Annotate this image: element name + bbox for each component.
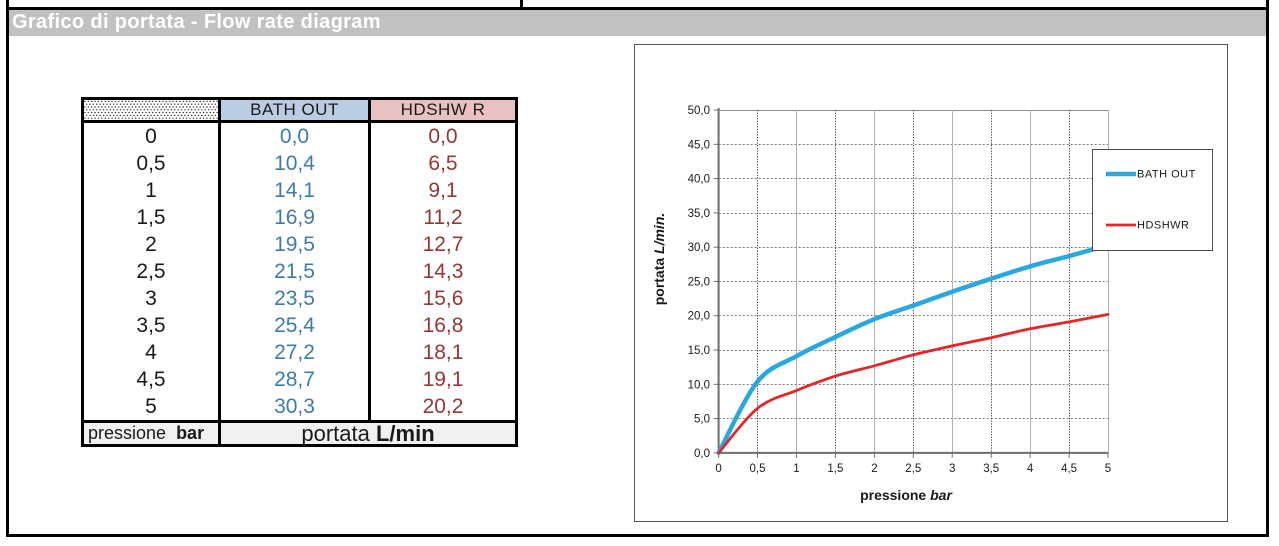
svg-text:30,0: 30,0	[688, 242, 710, 254]
svg-text:50,0: 50,0	[688, 105, 710, 117]
svg-text:portata L/min.: portata L/min.	[651, 213, 667, 306]
svg-text:1,5: 1,5	[827, 463, 843, 475]
svg-text:15,0: 15,0	[688, 345, 710, 357]
svg-text:2,5: 2,5	[905, 463, 921, 475]
svg-text:0: 0	[715, 463, 721, 475]
svg-text:5,0: 5,0	[694, 414, 710, 426]
svg-text:HDSHWR: HDSHWR	[1137, 220, 1190, 232]
svg-text:25,0: 25,0	[688, 276, 710, 288]
svg-text:5: 5	[1105, 463, 1111, 475]
svg-text:4,5: 4,5	[1061, 463, 1077, 475]
svg-text:10,0: 10,0	[688, 379, 710, 391]
svg-text:40,0: 40,0	[688, 174, 710, 186]
svg-text:35,0: 35,0	[688, 208, 710, 220]
svg-text:3: 3	[949, 463, 955, 475]
svg-text:0,5: 0,5	[750, 463, 766, 475]
svg-text:1: 1	[793, 463, 799, 475]
svg-text:2: 2	[871, 463, 877, 475]
svg-text:BATH OUT: BATH OUT	[1137, 169, 1196, 181]
svg-text:4: 4	[1027, 463, 1034, 475]
svg-text:pressione bar: pressione bar	[860, 487, 953, 503]
svg-text:0,0: 0,0	[694, 448, 710, 460]
svg-text:20,0: 20,0	[688, 311, 710, 323]
svg-text:3,5: 3,5	[983, 463, 999, 475]
svg-text:45,0: 45,0	[688, 139, 710, 151]
